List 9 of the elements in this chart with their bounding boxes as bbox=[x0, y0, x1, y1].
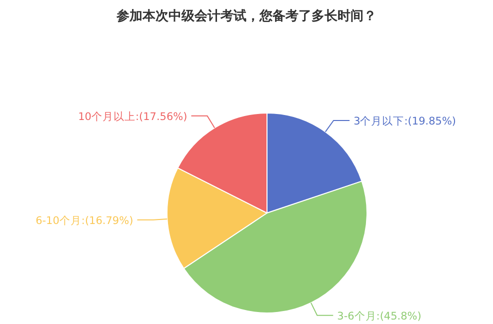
chart-title: 参加本次中级会计考试，您备考了多长时间？ bbox=[116, 8, 376, 24]
slice-label: 10个月以上 bbox=[78, 110, 136, 123]
slice-label: 6-10个月 bbox=[36, 214, 82, 227]
data-label: :(17.56%) bbox=[135, 110, 188, 123]
data-label: :(45.8%) bbox=[376, 310, 422, 322]
data-label: :(16.79%) bbox=[81, 214, 134, 227]
slice-label: 3个月以下 bbox=[354, 114, 404, 128]
slice-label: 3-6个月 bbox=[337, 310, 376, 322]
data-label: :(19.85%) bbox=[404, 115, 456, 128]
